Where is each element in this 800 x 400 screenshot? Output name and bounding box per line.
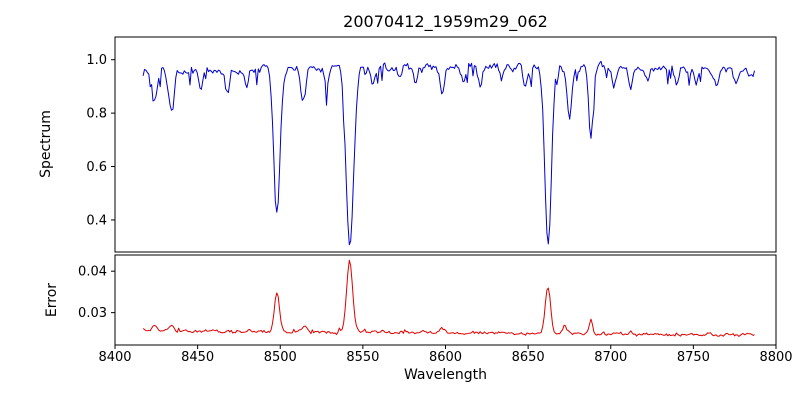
y-tick-label: 1.0 <box>86 53 107 68</box>
y-tick-label: 0.4 <box>86 213 107 228</box>
x-tick-label: 8800 <box>759 350 792 365</box>
x-tick-label: 8400 <box>98 350 131 365</box>
spectrum-panel-border <box>114 36 777 253</box>
y-tick-label: 0.04 <box>78 265 107 280</box>
x-tick-label: 8650 <box>512 350 545 365</box>
x-tick-label: 8600 <box>429 350 462 365</box>
x-tick-label: 8750 <box>677 350 710 365</box>
y-tick-label: 0.6 <box>86 160 107 175</box>
x-tick-label: 8500 <box>264 350 297 365</box>
spectrum-line <box>142 60 755 246</box>
y-tick-label: 0.03 <box>78 306 107 321</box>
error-line <box>142 259 755 337</box>
y-tick-label: 0.8 <box>86 107 107 122</box>
x-tick-label: 8550 <box>346 350 379 365</box>
x-axis-label: Wavelength <box>403 367 488 383</box>
chart-title: 20070412_1959m29_062 <box>343 12 548 31</box>
error-panel-border <box>114 254 777 346</box>
x-tick-label: 8700 <box>594 350 627 365</box>
x-tick-label: 8450 <box>181 350 214 365</box>
